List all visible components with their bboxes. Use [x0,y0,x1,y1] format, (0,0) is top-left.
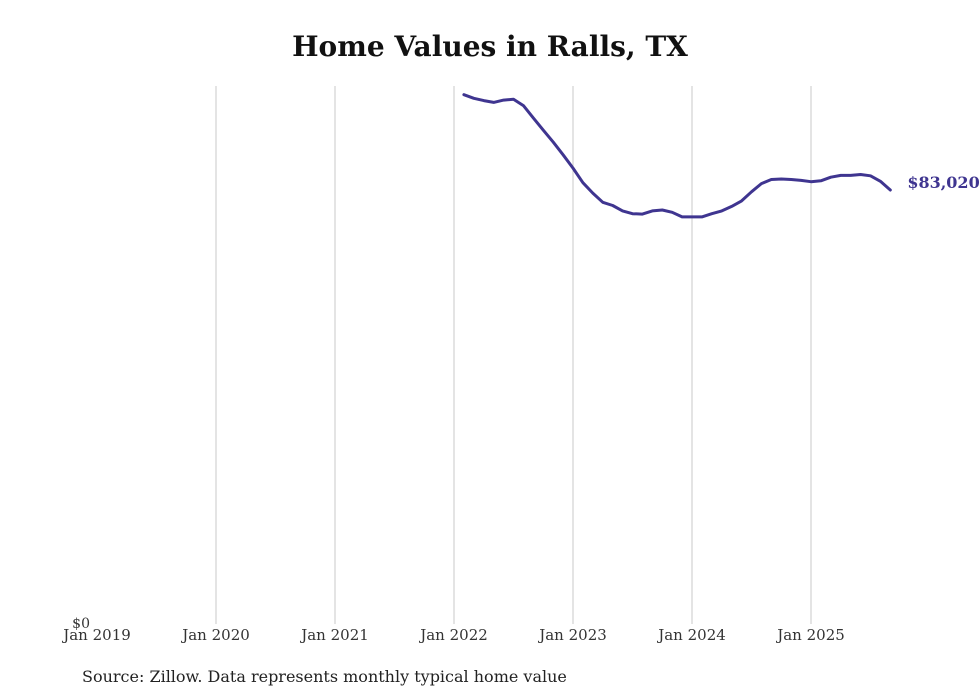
series-layer [462,93,892,219]
end-value-label: $83,020 [907,173,979,192]
chart-title: Home Values in Ralls, TX [292,30,688,63]
line-chart: Jan 2019 Jan 2020 Jan 2021 Jan 2022 Jan 2023… [61,86,980,644]
y-tick-label: $0 [72,616,90,632]
series-line [462,93,892,219]
x-tick-label: Jan 2023 [537,626,607,644]
x-tick-label: Jan 2021 [299,626,369,644]
source-note: Source: Zillow. Data represents monthly … [82,667,567,686]
end-label-layer: $83,020 [907,173,979,192]
grid-lines [215,86,812,624]
x-tick-label: Jan 2022 [418,626,488,644]
x-tick-label: Jan 2019 [61,626,131,644]
x-tick-label: Jan 2024 [656,626,726,644]
x-tick-label: Jan 2020 [180,626,250,644]
x-tick-label: Jan 2025 [775,626,845,644]
y-axis-tick-labels: $0 [72,616,90,632]
x-axis-tick-labels: Jan 2019 Jan 2020 Jan 2021 Jan 2022 Jan 2023… [61,626,845,644]
